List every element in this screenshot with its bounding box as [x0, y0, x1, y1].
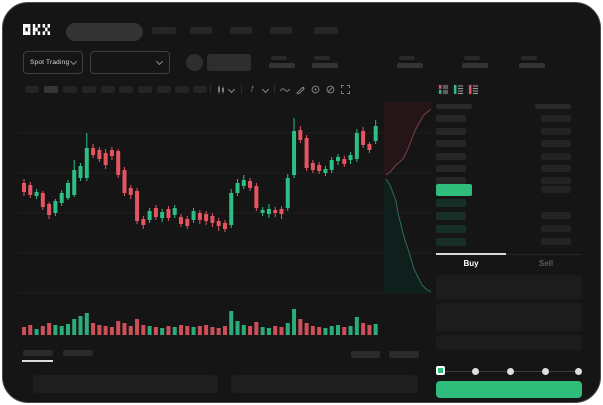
- chart-footer-placeholder: [389, 351, 419, 358]
- orderbook-view-both-icon[interactable]: [437, 84, 449, 95]
- tab-sell[interactable]: Sell: [538, 259, 554, 268]
- interval-button-active[interactable]: [44, 86, 58, 93]
- amount-slider-handle[interactable]: [436, 366, 445, 375]
- interval-button[interactable]: [25, 86, 39, 93]
- chart-bottom-tab[interactable]: [63, 350, 93, 356]
- last-price-amount-bar: [541, 186, 571, 193]
- orderbook-view-bids-icon[interactable]: [452, 84, 464, 95]
- ask-price-bar: [436, 153, 466, 160]
- price-chart[interactable]: [18, 101, 431, 343]
- orderbook-view-asks-icon[interactable]: [467, 84, 479, 95]
- slider-step-dot[interactable]: [472, 368, 479, 375]
- nav-item[interactable]: [314, 27, 338, 34]
- order-total-input[interactable]: [436, 335, 582, 350]
- bid-amount-bar: [541, 212, 571, 219]
- indicators-chevron[interactable]: [261, 84, 269, 95]
- ticker-stat-label: [271, 56, 287, 60]
- interval-button[interactable]: [193, 86, 207, 93]
- bid-price-bar: [436, 212, 466, 220]
- chevron-down-icon: [155, 57, 164, 66]
- bid-price-bar: [436, 238, 466, 246]
- order-price-input[interactable]: [436, 275, 582, 300]
- ask-price-bar: [436, 165, 466, 172]
- interval-button[interactable]: [175, 86, 189, 93]
- chart-footer-placeholder: [351, 351, 380, 358]
- ask-amount-bar: [541, 128, 571, 135]
- indicators-button[interactable]: f: [250, 85, 254, 94]
- market-type-dropdown[interactable]: Spot Trading: [23, 51, 83, 74]
- ask-price-bar: [436, 140, 466, 147]
- bid-amount-bar: [541, 225, 571, 232]
- okx-logo-text: OKX: [23, 22, 24, 23]
- tab-buy[interactable]: Buy: [463, 259, 479, 268]
- candle-type-button[interactable]: [215, 84, 227, 95]
- ticker-stat-label: [464, 56, 480, 60]
- pair-selector-dropdown[interactable]: [90, 51, 170, 74]
- interval-button[interactable]: [119, 86, 133, 93]
- slider-step-dot[interactable]: [507, 368, 514, 375]
- order-amount-input[interactable]: [436, 303, 582, 332]
- draw-pencil-icon[interactable]: [294, 84, 306, 95]
- interval-button[interactable]: [63, 86, 77, 93]
- ticker-stat-value: [462, 63, 488, 68]
- ask-amount-bar: [541, 153, 571, 160]
- ask-price-bar: [436, 177, 466, 184]
- ask-amount-bar: [541, 177, 571, 184]
- ticker-stat-label: [399, 56, 415, 60]
- nav-item[interactable]: [270, 27, 292, 34]
- slider-step-dot[interactable]: [575, 368, 582, 375]
- ask-amount-bar: [541, 115, 571, 122]
- active-tab-underline: [22, 360, 53, 362]
- ticker-stat-value: [519, 63, 545, 68]
- ask-amount-bar: [541, 165, 571, 172]
- hide-orders-icon[interactable]: [324, 84, 336, 95]
- ask-price-bar: [436, 115, 466, 122]
- ticker-stat-label: [521, 56, 537, 60]
- bottom-bar-panel[interactable]: [231, 375, 418, 393]
- line-tool-icon[interactable]: [279, 84, 291, 95]
- interval-button[interactable]: [138, 86, 152, 93]
- fullscreen-icon[interactable]: [339, 84, 351, 95]
- interval-button[interactable]: [157, 86, 171, 93]
- pair-name-placeholder[interactable]: [207, 54, 251, 71]
- bid-price-bar: [436, 199, 466, 207]
- nav-item[interactable]: [230, 27, 252, 34]
- ticker-stat-label: [314, 56, 330, 60]
- ticker-stat-value: [312, 63, 338, 68]
- market-type-label: Spot Trading: [30, 59, 70, 66]
- interval-button[interactable]: [82, 86, 96, 93]
- nav-item[interactable]: [190, 27, 212, 34]
- search-bar[interactable]: [66, 23, 143, 41]
- okx-logo-pixels: [23, 24, 50, 35]
- chevron-down-icon: [69, 57, 78, 66]
- slider-step-dot[interactable]: [542, 368, 549, 375]
- candle-type-chevron[interactable]: [227, 84, 235, 95]
- ask-price-bar: [436, 128, 466, 135]
- tab-divider: [436, 254, 582, 255]
- interval-button[interactable]: [101, 86, 115, 93]
- buy-submit-button[interactable]: [436, 381, 582, 398]
- orderbook-last-price[interactable]: [436, 184, 472, 196]
- orderbook-amount-column-header: [535, 104, 571, 109]
- ticker-stat-value: [269, 63, 295, 68]
- chart-bottom-tab-active[interactable]: [23, 350, 53, 356]
- ticker-stat-value: [397, 63, 423, 68]
- bid-price-bar: [436, 225, 466, 233]
- screenshot-icon[interactable]: [309, 84, 321, 95]
- ask-amount-bar: [541, 140, 571, 147]
- bid-amount-bar: [541, 238, 571, 245]
- nav-item[interactable]: [152, 27, 176, 34]
- buy-tab-underline: [436, 253, 506, 255]
- orderbook-price-column-header: [436, 104, 472, 109]
- bottom-bar-panel[interactable]: [33, 375, 218, 393]
- pair-coin-icon[interactable]: [186, 54, 203, 71]
- okx-logo[interactable]: OKX: [23, 22, 50, 35]
